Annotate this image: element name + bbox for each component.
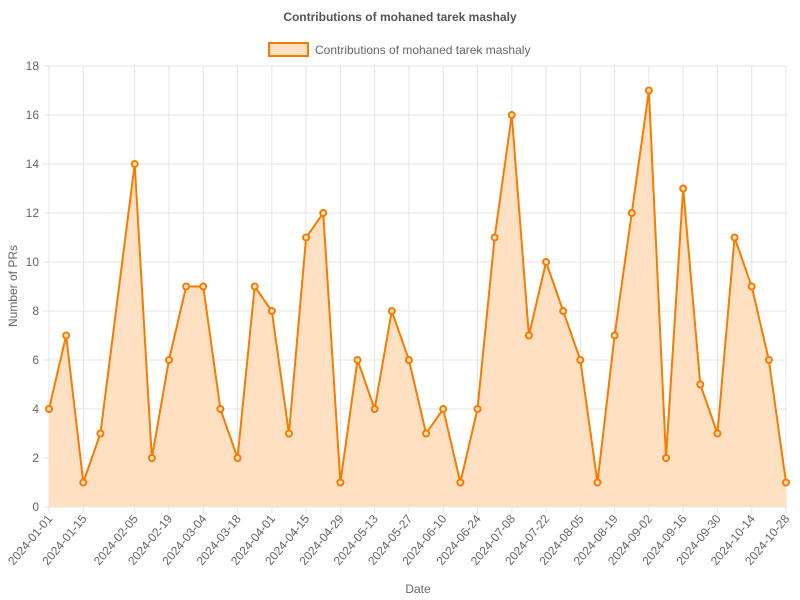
y-tick-label: 18 xyxy=(26,59,40,73)
legend[interactable]: Contributions of mohaned tarek mashaly xyxy=(268,42,530,57)
data-point[interactable] xyxy=(130,160,139,168)
y-tick-label: 2 xyxy=(32,451,39,465)
legend-label: Contributions of mohaned tarek mashaly xyxy=(315,43,530,57)
data-point[interactable] xyxy=(644,86,653,95)
y-axis-ticks: 0 2 4 6 8 10 12 14 16 18 xyxy=(26,59,40,514)
y-tick-label: 10 xyxy=(26,255,40,269)
data-points xyxy=(45,86,790,487)
data-point[interactable] xyxy=(730,233,739,242)
data-point[interactable] xyxy=(747,282,756,291)
data-point[interactable] xyxy=(422,429,431,438)
data-point[interactable] xyxy=(507,111,516,119)
data-point[interactable] xyxy=(679,184,688,193)
data-point[interactable] xyxy=(250,282,259,291)
data-point[interactable] xyxy=(542,258,551,266)
area-fill-layer xyxy=(49,90,786,507)
y-tick-label: 8 xyxy=(32,304,39,318)
y-axis-title: Number of PRs xyxy=(6,245,20,327)
data-point[interactable] xyxy=(62,331,71,340)
data-point[interactable] xyxy=(696,380,705,389)
x-axis-title: Date xyxy=(405,582,431,596)
data-point[interactable] xyxy=(404,356,413,364)
series-area xyxy=(49,90,786,507)
data-point[interactable] xyxy=(147,454,156,462)
y-tick-label: 14 xyxy=(26,157,40,171)
data-point[interactable] xyxy=(610,331,619,340)
data-point[interactable] xyxy=(473,405,482,413)
data-point[interactable] xyxy=(593,478,602,487)
y-tick-label: 0 xyxy=(32,500,39,514)
data-point[interactable] xyxy=(439,405,448,413)
chart-title: Contributions of mohaned tarek mashaly xyxy=(283,10,517,24)
data-point[interactable] xyxy=(627,209,636,217)
data-point[interactable] xyxy=(267,307,276,315)
legend-swatch xyxy=(268,42,309,57)
y-tick-label: 12 xyxy=(26,206,40,220)
data-point[interactable] xyxy=(199,282,208,291)
data-point[interactable] xyxy=(233,454,242,462)
data-point[interactable] xyxy=(456,478,465,487)
y-tick-label: 6 xyxy=(32,353,39,367)
data-point[interactable] xyxy=(713,429,722,438)
data-point[interactable] xyxy=(353,356,362,364)
y-tick-label: 4 xyxy=(32,402,39,416)
data-point[interactable] xyxy=(302,233,311,242)
data-point[interactable] xyxy=(764,356,773,364)
data-point[interactable] xyxy=(182,282,191,291)
data-point[interactable] xyxy=(164,356,173,364)
data-point[interactable] xyxy=(576,356,585,364)
data-point[interactable] xyxy=(45,405,53,413)
data-point[interactable] xyxy=(284,429,293,438)
data-point[interactable] xyxy=(370,405,379,413)
data-point[interactable] xyxy=(662,454,671,462)
data-point[interactable] xyxy=(387,307,396,315)
data-point[interactable] xyxy=(319,209,328,217)
data-point[interactable] xyxy=(96,429,105,438)
y-tick-label: 16 xyxy=(26,108,40,122)
data-point[interactable] xyxy=(782,478,790,487)
data-point[interactable] xyxy=(216,405,225,413)
data-point[interactable] xyxy=(524,331,533,340)
data-point[interactable] xyxy=(490,233,499,242)
data-point[interactable] xyxy=(559,307,568,315)
data-point[interactable] xyxy=(336,478,345,487)
data-point[interactable] xyxy=(79,478,88,487)
